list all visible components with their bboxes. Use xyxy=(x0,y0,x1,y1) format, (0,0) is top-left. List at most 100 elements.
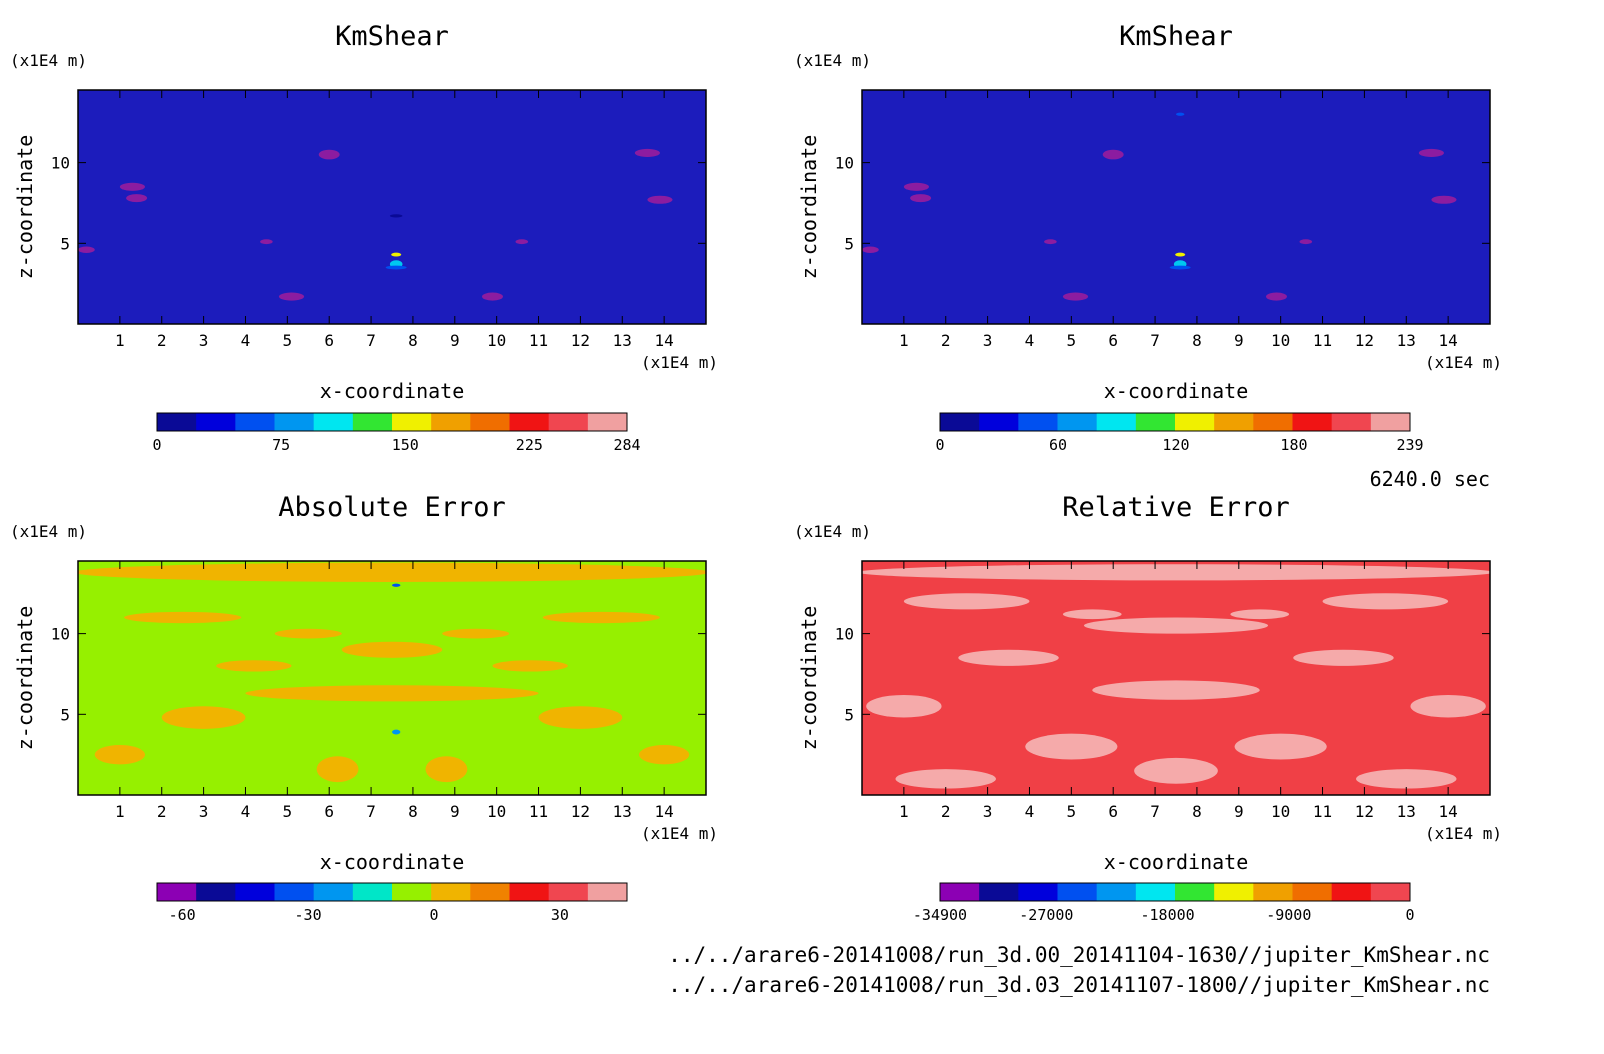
colorbar-label: -9000 xyxy=(1266,906,1311,924)
colorbar-swatch xyxy=(352,883,393,901)
x-tick-label: 3 xyxy=(199,331,209,350)
y-tick-label: 10 xyxy=(835,154,854,173)
colorbar-label: 150 xyxy=(392,436,419,454)
colorbar-label: 30 xyxy=(551,906,569,924)
x-tick-label: 1 xyxy=(899,802,909,821)
contour-region xyxy=(126,194,148,203)
contour-region xyxy=(1025,733,1118,760)
x-tick-label: 4 xyxy=(1025,331,1035,350)
x-tick-label: 14 xyxy=(1439,331,1458,350)
x-tick-label: 12 xyxy=(1355,331,1374,350)
contour-region xyxy=(318,149,340,160)
colorbar-swatch xyxy=(392,413,432,431)
colorbar-swatch xyxy=(274,413,315,431)
x-tick-label: 12 xyxy=(571,331,590,350)
contour-region xyxy=(385,265,407,270)
contour-region xyxy=(492,660,568,672)
colorbar-swatch xyxy=(587,413,628,431)
contour-region xyxy=(1062,292,1089,301)
contour-region xyxy=(442,628,510,639)
colorbar-swatch xyxy=(313,413,354,431)
panel-title: Relative Error xyxy=(1062,492,1290,523)
colorbar-swatch xyxy=(1214,883,1254,901)
contour-region xyxy=(1102,149,1124,160)
colorbar-swatch xyxy=(548,883,589,901)
contour-region xyxy=(391,252,402,257)
x-unit-label: (x1E4 m) xyxy=(641,824,718,843)
colorbar-swatch xyxy=(352,413,393,431)
contour-region xyxy=(260,239,273,245)
contour-region xyxy=(1044,239,1057,245)
x-tick-label: 8 xyxy=(1192,802,1202,821)
colorbar-swatch xyxy=(509,883,550,901)
x-tick-label: 5 xyxy=(1067,331,1077,350)
colorbar-swatch xyxy=(196,883,236,901)
colorbar-frame xyxy=(156,882,628,902)
colorbar-swatch xyxy=(470,413,510,431)
y-tick-label: 5 xyxy=(844,705,854,724)
colorbar-label: 225 xyxy=(516,436,543,454)
source-file-2: ../../arare6-20141008/run_3d.03_20141107… xyxy=(668,973,1490,997)
x-tick-label: 7 xyxy=(366,802,376,821)
panel-1: KmShear(x1E4 m)1 2 3 4 5 6 7 8 9 10 11 12 13 14510(x1… xyxy=(10,21,718,454)
colorbar-swatch xyxy=(940,883,980,901)
x-tick-label: 3 xyxy=(983,331,993,350)
colorbar-swatch xyxy=(587,883,628,901)
contour-region xyxy=(1322,593,1449,610)
contour-regions xyxy=(862,112,1457,301)
colorbar-frame xyxy=(939,412,1411,432)
colorbar-swatch xyxy=(235,883,275,901)
colorbar-swatch xyxy=(1292,883,1333,901)
colorbar-swatch xyxy=(1096,883,1137,901)
colorbar-swatch xyxy=(1370,883,1411,901)
contour-region xyxy=(274,628,342,639)
x-tick-label: 3 xyxy=(199,802,209,821)
x-tick-label: 5 xyxy=(283,802,293,821)
y-unit-label: (x1E4 m) xyxy=(794,51,871,70)
x-tick-label: 7 xyxy=(1150,802,1160,821)
x-tick-label: 1 xyxy=(115,331,125,350)
colorbar-swatch xyxy=(1175,413,1215,431)
colorbar-swatch xyxy=(235,413,275,431)
contour-region xyxy=(1293,649,1394,666)
colorbar-swatch xyxy=(509,413,550,431)
colorbar-swatch xyxy=(1096,413,1137,431)
panel-4: Relative Error(x1E4 m)1 2 3 4 5 6 7 8 9 10 11 12 13 1… xyxy=(794,492,1502,924)
x-tick-label: 11 xyxy=(1313,331,1332,350)
y-tick-label: 10 xyxy=(835,625,854,644)
colorbar-swatch xyxy=(1057,413,1098,431)
x-tick-label: 6 xyxy=(324,802,334,821)
contour-region xyxy=(278,292,305,301)
x-tick-label: 4 xyxy=(241,802,251,821)
contour-regions xyxy=(78,562,706,783)
x-tick-label: 13 xyxy=(1397,331,1416,350)
panel-3: Absolute Error(x1E4 m)1 2 3 4 5 6 7 8 9 10 11 12 13 1… xyxy=(10,492,718,924)
colorbar-label: 0 xyxy=(935,436,944,454)
contour-region xyxy=(1266,292,1287,301)
colorbar-swatch xyxy=(470,883,510,901)
colorbar-swatch xyxy=(548,413,589,431)
y-tick-label: 10 xyxy=(51,625,70,644)
contour-region xyxy=(1431,195,1457,204)
x-tick-label: 7 xyxy=(366,331,376,350)
colorbar-swatch xyxy=(431,413,471,431)
colorbar-swatch xyxy=(979,883,1019,901)
x-tick-label: 9 xyxy=(1234,802,1244,821)
colorbar-swatch xyxy=(1214,413,1254,431)
colorbar-swatch xyxy=(1331,413,1372,431)
x-tick-label: 13 xyxy=(613,802,632,821)
x-tick-label: 4 xyxy=(1025,802,1035,821)
contour-region xyxy=(1234,733,1327,760)
contour-region xyxy=(1175,252,1186,257)
colorbar-label: 180 xyxy=(1280,436,1307,454)
x-tick-label: 7 xyxy=(1150,331,1160,350)
contour-region xyxy=(1062,609,1122,620)
x-unit-label: (x1E4 m) xyxy=(641,353,718,372)
colorbar-swatch xyxy=(1057,883,1098,901)
x-tick-label: 9 xyxy=(450,802,460,821)
x-tick-label: 13 xyxy=(1397,802,1416,821)
contour-region xyxy=(639,744,690,765)
colorbar-label: 0 xyxy=(429,906,438,924)
contour-region xyxy=(161,706,246,729)
